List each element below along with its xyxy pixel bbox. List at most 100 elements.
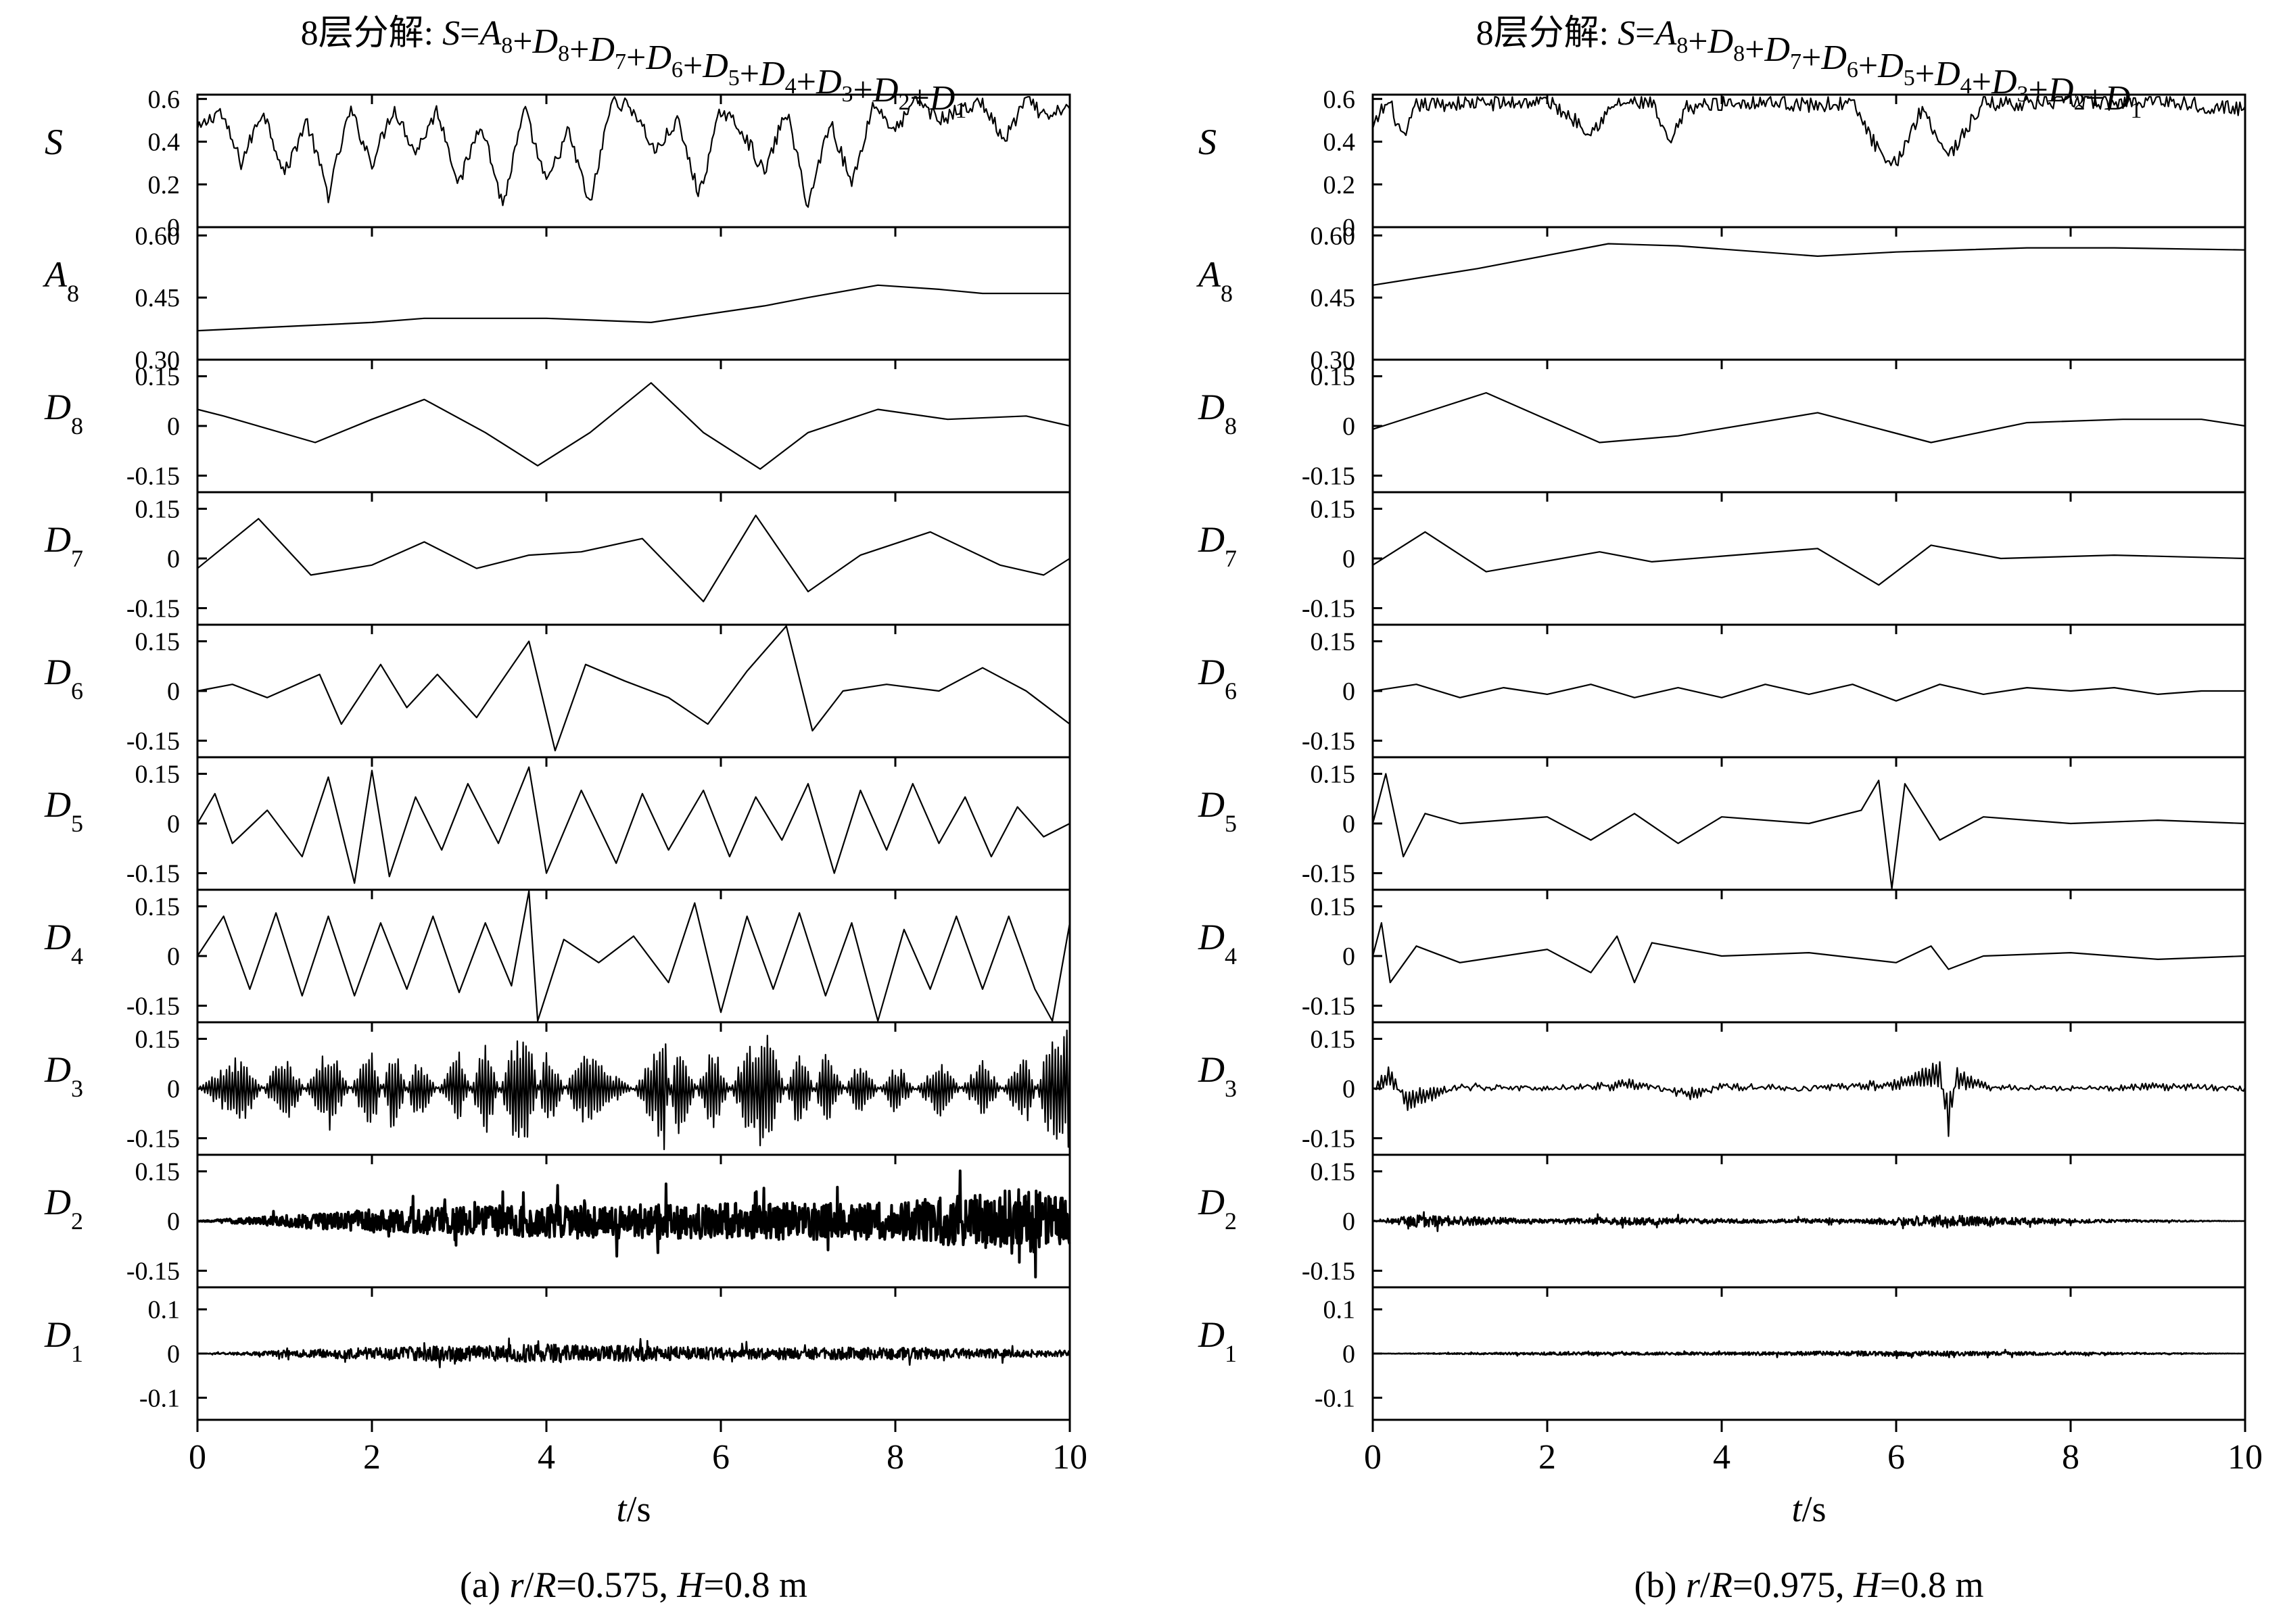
x-tick-label: 6	[1887, 1438, 1905, 1477]
row-label: D4	[44, 917, 83, 970]
row-label: D6	[44, 652, 83, 704]
x-tick-label: 0	[189, 1438, 206, 1477]
y-tick-label: 0.15	[135, 363, 181, 391]
y-tick-label: -0.15	[126, 860, 180, 888]
series-line-d8	[1372, 391, 2246, 444]
y-tick-label: 0	[1342, 1075, 1355, 1103]
y-tick-label: 0.15	[135, 628, 181, 656]
y-tick-label: 0	[1342, 677, 1355, 706]
y-tick-label: -0.15	[126, 1258, 180, 1286]
y-tick-label: 0	[167, 810, 180, 838]
x-tick-label: 4	[538, 1438, 555, 1477]
row-label: D3	[44, 1049, 83, 1102]
series-line-a8	[197, 284, 1070, 332]
x-tick-label: 6	[712, 1438, 730, 1477]
row-frame	[196, 358, 1071, 494]
y-tick-label: -0.15	[126, 462, 180, 491]
y-tick-label: -0.1	[1315, 1384, 1355, 1412]
y-tick-label: 0.15	[135, 761, 181, 789]
y-tick-label: 0.15	[135, 893, 181, 922]
row-a8: 0.60 0.45 0.30 A8	[1196, 222, 2246, 375]
row-d6: 0.15 0 -0.15 D6	[1198, 623, 2246, 759]
y-tick-label: 0	[1342, 1208, 1355, 1236]
row-d1: 0.1 0 -0.1 D1	[44, 1286, 1071, 1421]
y-tick-label: 0	[167, 545, 180, 573]
y-tick-label: 0.15	[1311, 893, 1356, 922]
panel-caption: (a) r/R=0.575, H=0.8 m	[460, 1565, 807, 1605]
y-tick-label: 0	[167, 942, 180, 971]
row-frame	[196, 491, 1071, 626]
row-d5: 0.15 0 -0.15 D5	[44, 756, 1071, 891]
y-tick-label: 0.30	[1311, 346, 1356, 375]
row-d6: 0.15 0 -0.15 D6	[44, 623, 1071, 759]
panel-a: 8层分解: S=A8+D8+D7+D6+D5+D4+D3+D2+D1 0.6 0.4…	[43, 14, 1087, 1605]
y-tick-label: 0	[1342, 412, 1355, 441]
y-tick-label: -0.15	[1302, 727, 1355, 756]
series-line-d1	[197, 1337, 1071, 1368]
row-label: D7	[1198, 519, 1237, 572]
y-tick-label: 0.45	[1311, 284, 1356, 312]
y-tick-label: 0.45	[135, 284, 181, 312]
x-tick-label: 10	[1052, 1438, 1087, 1477]
x-tick-label: 2	[363, 1438, 381, 1477]
y-tick-label: -0.15	[1302, 1258, 1355, 1286]
row-d4: 0.15 0 -0.15 D4	[1198, 888, 2246, 1024]
series-line-d6	[1372, 684, 2245, 702]
row-a8: 0.60 0.45 0.30 A8	[43, 222, 1071, 375]
y-tick-label: 0.2	[148, 171, 181, 199]
row-frame	[1371, 358, 2246, 494]
y-tick-label: 0.15	[135, 1158, 181, 1187]
row-d2: 0.15 0 -0.15 D2	[44, 1153, 1071, 1289]
series-line-d8	[197, 382, 1070, 470]
y-tick-label: 0.15	[1311, 1158, 1356, 1187]
row-frame	[1371, 491, 2246, 626]
panel-caption: (b) r/R=0.975, H=0.8 m	[1634, 1565, 1984, 1605]
y-tick-label: -0.15	[126, 993, 180, 1021]
row-frame	[196, 226, 1071, 361]
y-tick-label: 0.15	[1311, 1026, 1356, 1054]
y-tick-label: 0	[167, 1340, 180, 1368]
y-tick-label: 0.2	[1323, 171, 1356, 199]
y-tick-label: 0	[1342, 810, 1355, 838]
y-tick-label: 0.15	[1311, 761, 1356, 789]
y-tick-label: -0.15	[126, 1125, 180, 1153]
row-d4: 0.15 0 -0.15 D4	[44, 888, 1071, 1024]
series-line-d7	[1372, 531, 2246, 586]
y-tick-label: 0	[1342, 214, 1355, 242]
y-tick-label: 0	[167, 1075, 180, 1103]
y-tick-label: 0.1	[148, 1296, 181, 1324]
row-d2: 0.15 0 -0.15 D2	[1198, 1153, 2246, 1289]
y-tick-label: -0.15	[1302, 462, 1355, 491]
row-label: D1	[1198, 1314, 1237, 1367]
series-line-d2	[1372, 1211, 2246, 1233]
row-d5: 0.15 0 -0.15 D5	[1198, 756, 2246, 891]
y-tick-label: -0.15	[1302, 595, 1355, 623]
series-line-s	[196, 96, 1070, 208]
x-tick-label: 8	[887, 1438, 904, 1477]
y-tick-label: 0	[1342, 545, 1355, 573]
row-label: D7	[44, 519, 83, 572]
series-line-d2	[196, 1169, 1071, 1279]
series-line-d7	[197, 515, 1070, 602]
row-label: D2	[1198, 1182, 1237, 1235]
y-tick-label: -0.1	[139, 1384, 180, 1412]
row-label: D2	[44, 1182, 83, 1235]
row-label: S	[1198, 122, 1217, 162]
y-tick-label: 0	[1342, 942, 1355, 971]
y-tick-label: -0.15	[1302, 1125, 1355, 1153]
x-tick-label: 4	[1713, 1438, 1730, 1477]
x-axis-label: t/s	[616, 1489, 651, 1529]
panel-title: 8层分解: S=A8+D8+D7+D6+D5+D4+D3+D2+D1	[301, 14, 967, 123]
row-label: D4	[1198, 917, 1237, 970]
x-tick-label: 0	[1364, 1438, 1382, 1477]
y-tick-label: 0.6	[148, 85, 181, 114]
x-tick-label: 8	[2062, 1438, 2079, 1477]
row-label: D8	[44, 387, 83, 439]
x-tick-label: 10	[2228, 1438, 2263, 1477]
series-line-d6	[197, 625, 1070, 752]
series-line-d3	[1372, 1061, 2246, 1137]
series-line-d5	[1371, 773, 2246, 890]
series-line-d3	[197, 1029, 1071, 1151]
row-d7: 0.15 0 -0.15 D7	[44, 491, 1071, 626]
x-axis-label: t/s	[1791, 1489, 1826, 1529]
